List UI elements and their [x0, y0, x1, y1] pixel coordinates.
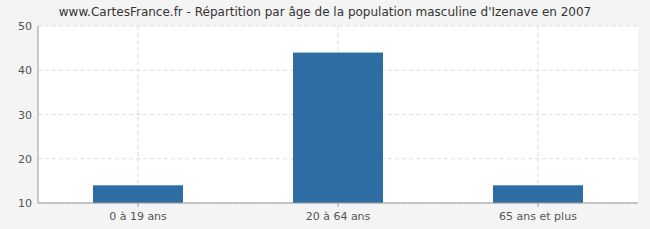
x-grid-line	[138, 26, 139, 203]
y-tick-label: 30	[18, 109, 32, 122]
x-tick-label: 20 à 64 ans	[306, 210, 371, 223]
x-tick-label: 0 à 19 ans	[109, 210, 167, 223]
x-grid-line	[538, 26, 539, 203]
x-tick	[538, 203, 539, 207]
y-tick-label: 20	[18, 153, 32, 166]
x-tick-label: 65 ans et plus	[499, 210, 577, 223]
title: www.CartesFrance.fr - Répartition par âg…	[59, 5, 592, 19]
x-tick	[138, 203, 139, 207]
bar	[93, 185, 183, 203]
bar	[493, 185, 583, 203]
chart-svg: www.CartesFrance.fr - Répartition par âg…	[0, 0, 650, 229]
y-tick-label: 50	[18, 20, 32, 33]
chart-container: www.CartesFrance.fr - Répartition par âg…	[0, 0, 650, 229]
y-axis-line	[38, 26, 39, 203]
x-tick	[338, 203, 339, 207]
bars	[93, 53, 583, 203]
y-tick-label: 40	[18, 64, 32, 77]
y-tick-label: 10	[18, 197, 32, 210]
bar	[293, 53, 383, 203]
plot-background	[38, 26, 638, 203]
